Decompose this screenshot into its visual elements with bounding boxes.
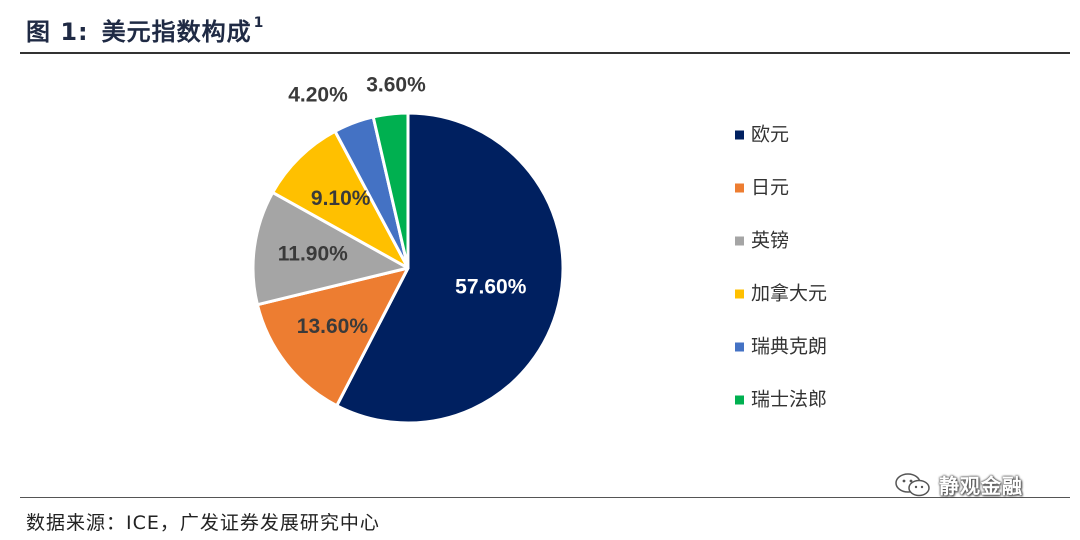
pie-slice-1: [335, 111, 565, 425]
data-label-3: 11.90%: [278, 243, 348, 266]
wechat-icon: [895, 472, 930, 496]
legend-swatch-4: [735, 289, 744, 299]
watermark-text: 静观金融: [939, 474, 1023, 498]
pie-slice-6: [371, 111, 410, 270]
figure-label: 图 1:: [26, 18, 89, 46]
legend-swatch-3: [735, 236, 744, 246]
data-label-6: 3.60%: [366, 74, 426, 97]
legend-swatch-5: [735, 342, 744, 352]
legend-swatch-1: [735, 130, 744, 140]
data-label-5: 4.20%: [288, 84, 348, 107]
footnote-mark: 1: [253, 15, 265, 31]
legend-label-3: 英镑: [751, 230, 789, 252]
legend-label-4: 加拿大元: [751, 282, 827, 305]
source-rule: [20, 497, 1070, 498]
figure-title: 图 1: 美元指数构成 1: [26, 12, 264, 47]
pie-data-labels: 57.60% 13.60% 11.90% 9.10% 4.20% 3.60%: [278, 74, 527, 338]
data-label-1: 57.60%: [455, 276, 527, 299]
pie-slice-2: [255, 266, 410, 408]
pie-slice-4: [271, 129, 410, 270]
data-label-2: 13.60%: [297, 315, 369, 338]
pie-slices: [251, 111, 565, 425]
figure-title-text: 美元指数构成: [101, 18, 252, 46]
legend-label-2: 日元: [751, 177, 789, 199]
legend-swatch-2: [735, 183, 744, 193]
legend-label-1: 欧元: [751, 124, 789, 146]
source-note: 数据来源：ICE，广发证券发展研究中心: [26, 512, 380, 534]
legend-label-6: 瑞士法郎: [751, 389, 827, 411]
data-label-4: 9.10%: [311, 187, 371, 210]
pie-slice-3: [251, 190, 410, 307]
watermark: 静观金融: [893, 470, 1023, 499]
title-rule: [20, 52, 1070, 54]
legend-label-5: 瑞典克朗: [751, 336, 827, 358]
pie-chart: 57.60% 13.60% 11.90% 9.10% 4.20% 3.60% 欧元日元英镑…: [251, 74, 827, 425]
legend-swatch-6: [735, 395, 744, 405]
